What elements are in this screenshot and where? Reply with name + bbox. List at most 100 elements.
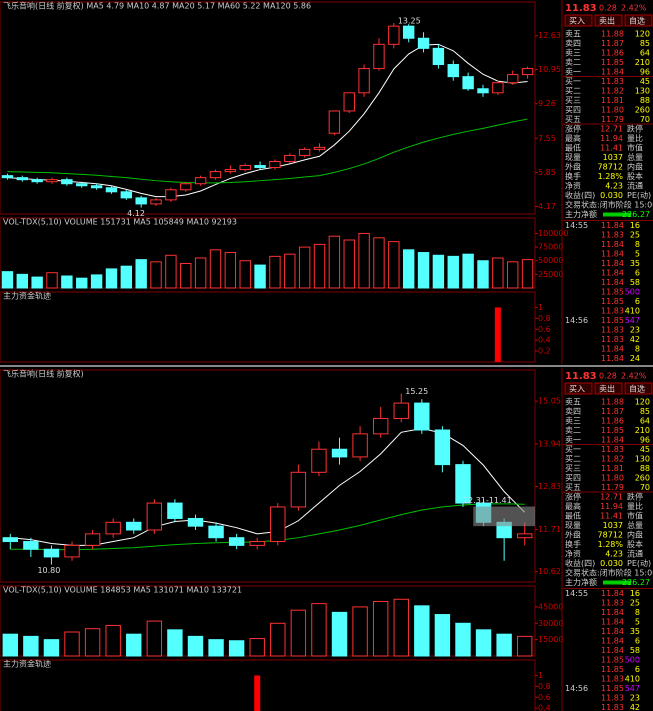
candle-body	[313, 146, 326, 150]
high-label: 15.25	[405, 387, 428, 396]
button-label[interactable]: 买入	[569, 385, 585, 394]
y-tick-label: 13.94	[538, 439, 561, 448]
volume-bar	[64, 631, 80, 657]
book-price: 11.81	[601, 96, 624, 105]
volume-bar	[1, 271, 14, 289]
stat-value: 4.23	[605, 550, 623, 559]
candle-body	[417, 37, 430, 49]
last-price: 11.83	[565, 371, 597, 382]
candle-body	[187, 517, 204, 527]
book-price: 11.84	[601, 68, 624, 77]
button-label[interactable]: 卖出	[599, 384, 615, 394]
stat-value: 0.030	[600, 559, 623, 568]
trade-price: 11.84	[601, 250, 624, 259]
candle-body	[447, 64, 459, 78]
trade-price: 11.83	[601, 703, 624, 711]
button[interactable]	[564, 382, 593, 395]
volume-bar	[167, 629, 183, 657]
candle-body	[434, 429, 451, 466]
volume-bar	[496, 633, 512, 657]
trade-price: 11.84	[601, 240, 624, 249]
y-tick-label: 1	[538, 303, 543, 312]
y-tick-label: 11.71	[538, 525, 561, 534]
candle-body	[254, 165, 266, 169]
y-tick-label: 75000	[538, 243, 563, 252]
trade-volume: 24	[630, 354, 640, 363]
candle-body	[343, 92, 355, 112]
book-price: 11.87	[601, 39, 624, 48]
volume-bar	[254, 264, 266, 289]
trade-price: 11.84	[601, 269, 624, 278]
status: 交易状态:闭市阶段 15:00:03	[565, 568, 653, 578]
volume-bar	[331, 611, 348, 657]
trade-time: 14:56	[565, 316, 588, 325]
chart-header: 飞乐音响(日线 前复权) MA5 4.79 MA10 4.87 MA20 5.1…	[3, 1, 311, 11]
button-label[interactable]: 自选	[629, 16, 645, 26]
capital-bar	[494, 307, 501, 362]
y-tick-label: 0.4	[538, 336, 551, 345]
volume-bar	[313, 243, 326, 289]
trade-price: 11.84	[601, 618, 624, 627]
volume-header: VOL-TDX(5,10) VOLUME 151731 MA5 105849 M…	[3, 218, 237, 227]
book-price: 11.79	[601, 115, 624, 124]
stat-label: 最高	[565, 133, 581, 143]
stat-label: 换手	[565, 171, 581, 181]
volume-bar	[402, 249, 415, 289]
trade-volume: 16	[630, 589, 640, 598]
panel-frame	[0, 217, 536, 289]
stat-value: 11.41	[600, 512, 623, 521]
y-tick-label: 4.17	[538, 202, 556, 211]
button[interactable]	[564, 14, 593, 27]
button[interactable]	[624, 14, 653, 27]
moving-average	[10, 503, 525, 551]
stat-value: 0.030	[600, 191, 623, 200]
candle-body	[64, 544, 80, 558]
last-price: 11.83	[565, 3, 597, 14]
book-price: 11.88	[601, 30, 624, 39]
stat-label: 内盘	[627, 530, 643, 540]
book-price: 11.87	[601, 407, 624, 416]
trade-volume: 6	[635, 269, 640, 278]
stat-label: 换手	[565, 539, 581, 549]
stat-value: 1037	[603, 521, 623, 530]
book-volume: 85	[640, 39, 650, 48]
volume-bar	[165, 254, 177, 289]
candle-body	[331, 448, 348, 458]
stat-value: 1.28%	[598, 540, 624, 549]
stat-label: 流通	[627, 181, 643, 191]
stat-value: 12.71	[600, 493, 623, 502]
button[interactable]	[594, 382, 623, 395]
book-label: 卖四	[565, 407, 581, 416]
trade-volume: 8	[635, 345, 640, 354]
book-volume: 210	[635, 58, 650, 67]
candle-body	[270, 506, 286, 543]
trade-volume: 500	[625, 288, 640, 297]
stat-label: 总量	[627, 520, 643, 530]
button-label[interactable]: 买入	[569, 17, 585, 26]
candle-body	[372, 417, 389, 435]
trade-price: 11.85	[601, 656, 624, 665]
candle-body	[2, 537, 18, 543]
button-label[interactable]: 自选	[629, 384, 645, 394]
stat-label: 市值	[627, 143, 643, 153]
button[interactable]	[594, 14, 623, 27]
book-label: 卖二	[565, 426, 581, 435]
net-bar	[603, 580, 631, 585]
stat-label: 量比	[627, 133, 643, 143]
button-label[interactable]: 卖出	[599, 16, 615, 26]
stat-label: 最低	[565, 511, 581, 521]
stat-label: 流通	[627, 549, 643, 559]
price-box	[473, 506, 535, 527]
volume-bar	[135, 259, 147, 289]
book-price: 11.83	[601, 77, 624, 86]
trade-price: 11.83	[601, 599, 624, 608]
volume-bar	[328, 235, 341, 289]
y-tick-label: 45000	[538, 602, 563, 611]
book-label: 买二	[565, 87, 581, 96]
button[interactable]	[624, 382, 653, 395]
candle-body	[146, 502, 163, 531]
stat-value: 4.23	[605, 182, 623, 191]
trade-volume: 25	[630, 231, 640, 240]
volume-bar	[417, 252, 430, 289]
